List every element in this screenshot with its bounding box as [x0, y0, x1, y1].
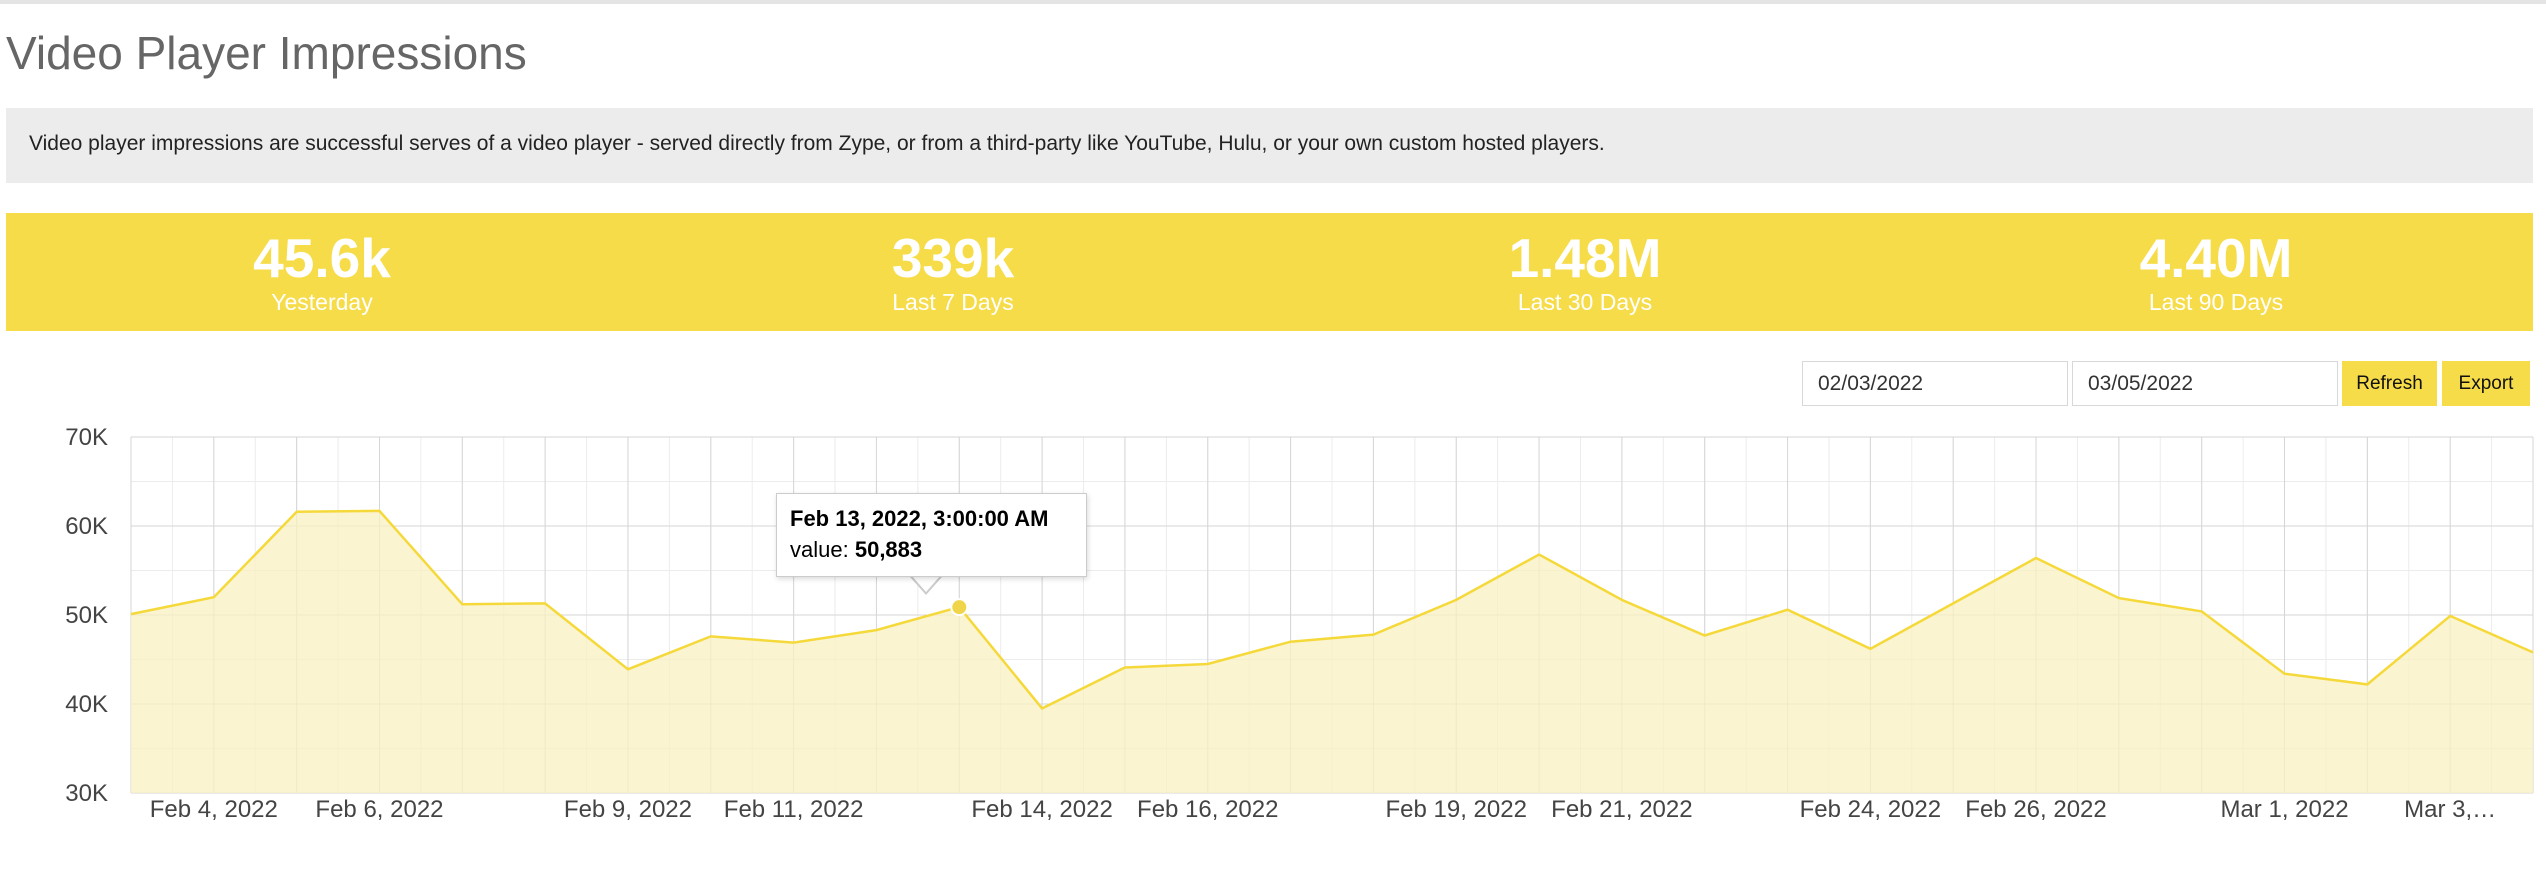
x-tick-label: Feb 16, 2022: [1137, 796, 1278, 823]
stat-value: 45.6k: [253, 227, 391, 289]
stat-value: 339k: [891, 227, 1015, 289]
stat-value: 1.48M: [1508, 227, 1662, 289]
x-axis-ticks: Feb 4, 2022 Feb 6, 2022 Feb 9, 2022 Feb 11,…: [150, 796, 2496, 823]
series-area-fill: [131, 510, 2533, 793]
y-tick-label: 30K: [65, 780, 108, 807]
y-tick-label: 40K: [65, 691, 108, 718]
export-button[interactable]: Export: [2442, 361, 2530, 406]
chart-tooltip: Feb 13, 2022, 3:00:00 AM value: 50,883: [776, 493, 1087, 577]
highlighted-point[interactable]: [950, 598, 969, 617]
page-title: Video Player Impressions: [6, 27, 527, 79]
stat-last-90-days: 4.40M Last 90 Days: [2056, 227, 2376, 315]
stat-label: Last 30 Days: [1517, 289, 1653, 315]
stats-band: 45.6k Yesterday 339k Last 7 Days 1.48M L…: [6, 213, 2533, 331]
x-tick-label: Feb 11, 2022: [724, 796, 864, 823]
y-tick-label: 60K: [65, 513, 108, 540]
y-tick-label: 70K: [65, 424, 108, 451]
x-tick-label: Feb 14, 2022: [971, 796, 1112, 823]
stat-label: Last 90 Days: [2148, 289, 2284, 315]
stat-yesterday: 45.6k Yesterday: [162, 227, 482, 315]
tooltip-pointer-inner: [912, 576, 940, 592]
x-tick-label: Mar 1, 2022: [2220, 796, 2348, 823]
x-tick-label: Feb 4, 2022: [150, 796, 278, 823]
refresh-button[interactable]: Refresh: [2342, 361, 2437, 406]
tooltip-value: 50,883: [854, 537, 923, 562]
x-tick-label: Feb 19, 2022: [1386, 796, 1527, 823]
stat-label: Yesterday: [271, 289, 373, 315]
description-box: Video player impressions are successful …: [6, 108, 2533, 183]
stat-last-7-days: 339k Last 7 Days: [793, 227, 1113, 315]
start-date-input[interactable]: [1802, 361, 2068, 406]
x-tick-label: Feb 26, 2022: [1965, 796, 2106, 823]
description-text: Video player impressions are successful …: [29, 132, 1605, 155]
x-tick-label: Feb 9, 2022: [564, 796, 692, 823]
series-line: [130, 509, 2534, 710]
stat-last-30-days: 1.48M Last 30 Days: [1425, 227, 1745, 315]
tooltip-title: Feb 13, 2022, 3:00:00 AM: [790, 506, 1049, 531]
stat-value: 4.40M: [2139, 227, 2293, 289]
x-tick-label: Mar 3,…: [2404, 796, 2496, 823]
end-date-input[interactable]: [2072, 361, 2338, 406]
tooltip-value-label: value:: [790, 537, 849, 562]
stat-label: Last 7 Days: [892, 289, 1014, 315]
y-axis-ticks: 30K 40K 50K 60K 70K: [65, 424, 108, 807]
x-tick-label: Feb 21, 2022: [1551, 796, 1692, 823]
y-tick-label: 50K: [65, 602, 108, 629]
x-tick-label: Feb 24, 2022: [1800, 796, 1941, 823]
top-divider: [0, 0, 2546, 4]
x-tick-label: Feb 6, 2022: [315, 796, 443, 823]
